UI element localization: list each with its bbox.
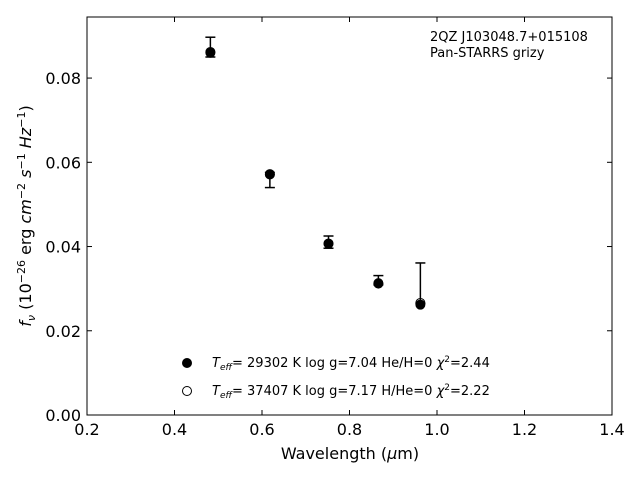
data-point-open	[373, 278, 384, 289]
annotation-object-name: 2QZ J103048.7+015108	[430, 30, 588, 45]
error-bars	[205, 36, 426, 305]
x-tick-label: 1.0	[424, 420, 449, 439]
annotation-survey-name: Pan-STARRS grizy	[430, 46, 545, 61]
x-axis: 0.2 0.4 0.6 0.8 1.0 1.2 1.4	[74, 17, 625, 439]
x-tick-label: 0.4	[162, 420, 187, 439]
y-axis-label: fν (10−26 erg cm−2 s−1 Hz−1)	[15, 105, 38, 326]
legend-label-1: Teff= 29302 K log g=7.04 He/H=0 χ2=2.44	[212, 355, 490, 373]
y-tick-label: 0.06	[45, 153, 81, 172]
x-tick-label: 0.2	[74, 420, 99, 439]
legend-label-2: Teff= 37407 K log g=7.17 H/He=0 χ2=2.22	[212, 383, 490, 401]
legend: Teff= 29302 K log g=7.04 He/H=0 χ2=2.44 …	[182, 355, 490, 401]
y-tick-label: 0.00	[45, 406, 81, 425]
y-axis: 0.00 0.02 0.04 0.06 0.08	[45, 69, 612, 425]
y-tick-label: 0.04	[45, 238, 81, 257]
y-tick-label: 0.02	[45, 322, 81, 341]
data-point-open	[205, 46, 216, 57]
data-markers	[205, 46, 426, 310]
x-axis-label: Wavelength (μm)	[281, 444, 419, 463]
data-point-open	[323, 238, 334, 249]
data-point-open	[264, 169, 275, 180]
x-tick-label: 0.8	[337, 420, 362, 439]
data-point-open	[415, 297, 426, 308]
chart-annotation: 2QZ J103048.7+015108 Pan-STARRS grizy	[430, 30, 588, 61]
x-tick-label: 0.6	[249, 420, 274, 439]
x-tick-label: 1.4	[599, 420, 624, 439]
x-tick-label: 1.2	[512, 420, 537, 439]
data-point-filled	[205, 47, 216, 58]
legend-marker-filled	[182, 358, 192, 368]
legend-marker-open	[182, 386, 192, 396]
y-tick-label: 0.08	[45, 69, 81, 88]
